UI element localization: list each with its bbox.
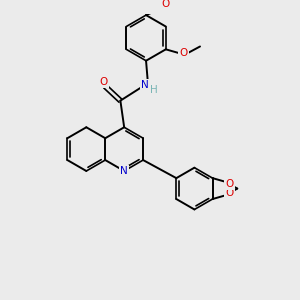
Text: N: N bbox=[141, 80, 149, 90]
Text: O: O bbox=[99, 76, 107, 87]
Text: H: H bbox=[150, 85, 158, 95]
Text: O: O bbox=[180, 48, 188, 58]
Text: O: O bbox=[226, 179, 234, 189]
Text: O: O bbox=[161, 0, 169, 9]
Text: O: O bbox=[226, 188, 234, 198]
Text: N: N bbox=[120, 166, 128, 176]
